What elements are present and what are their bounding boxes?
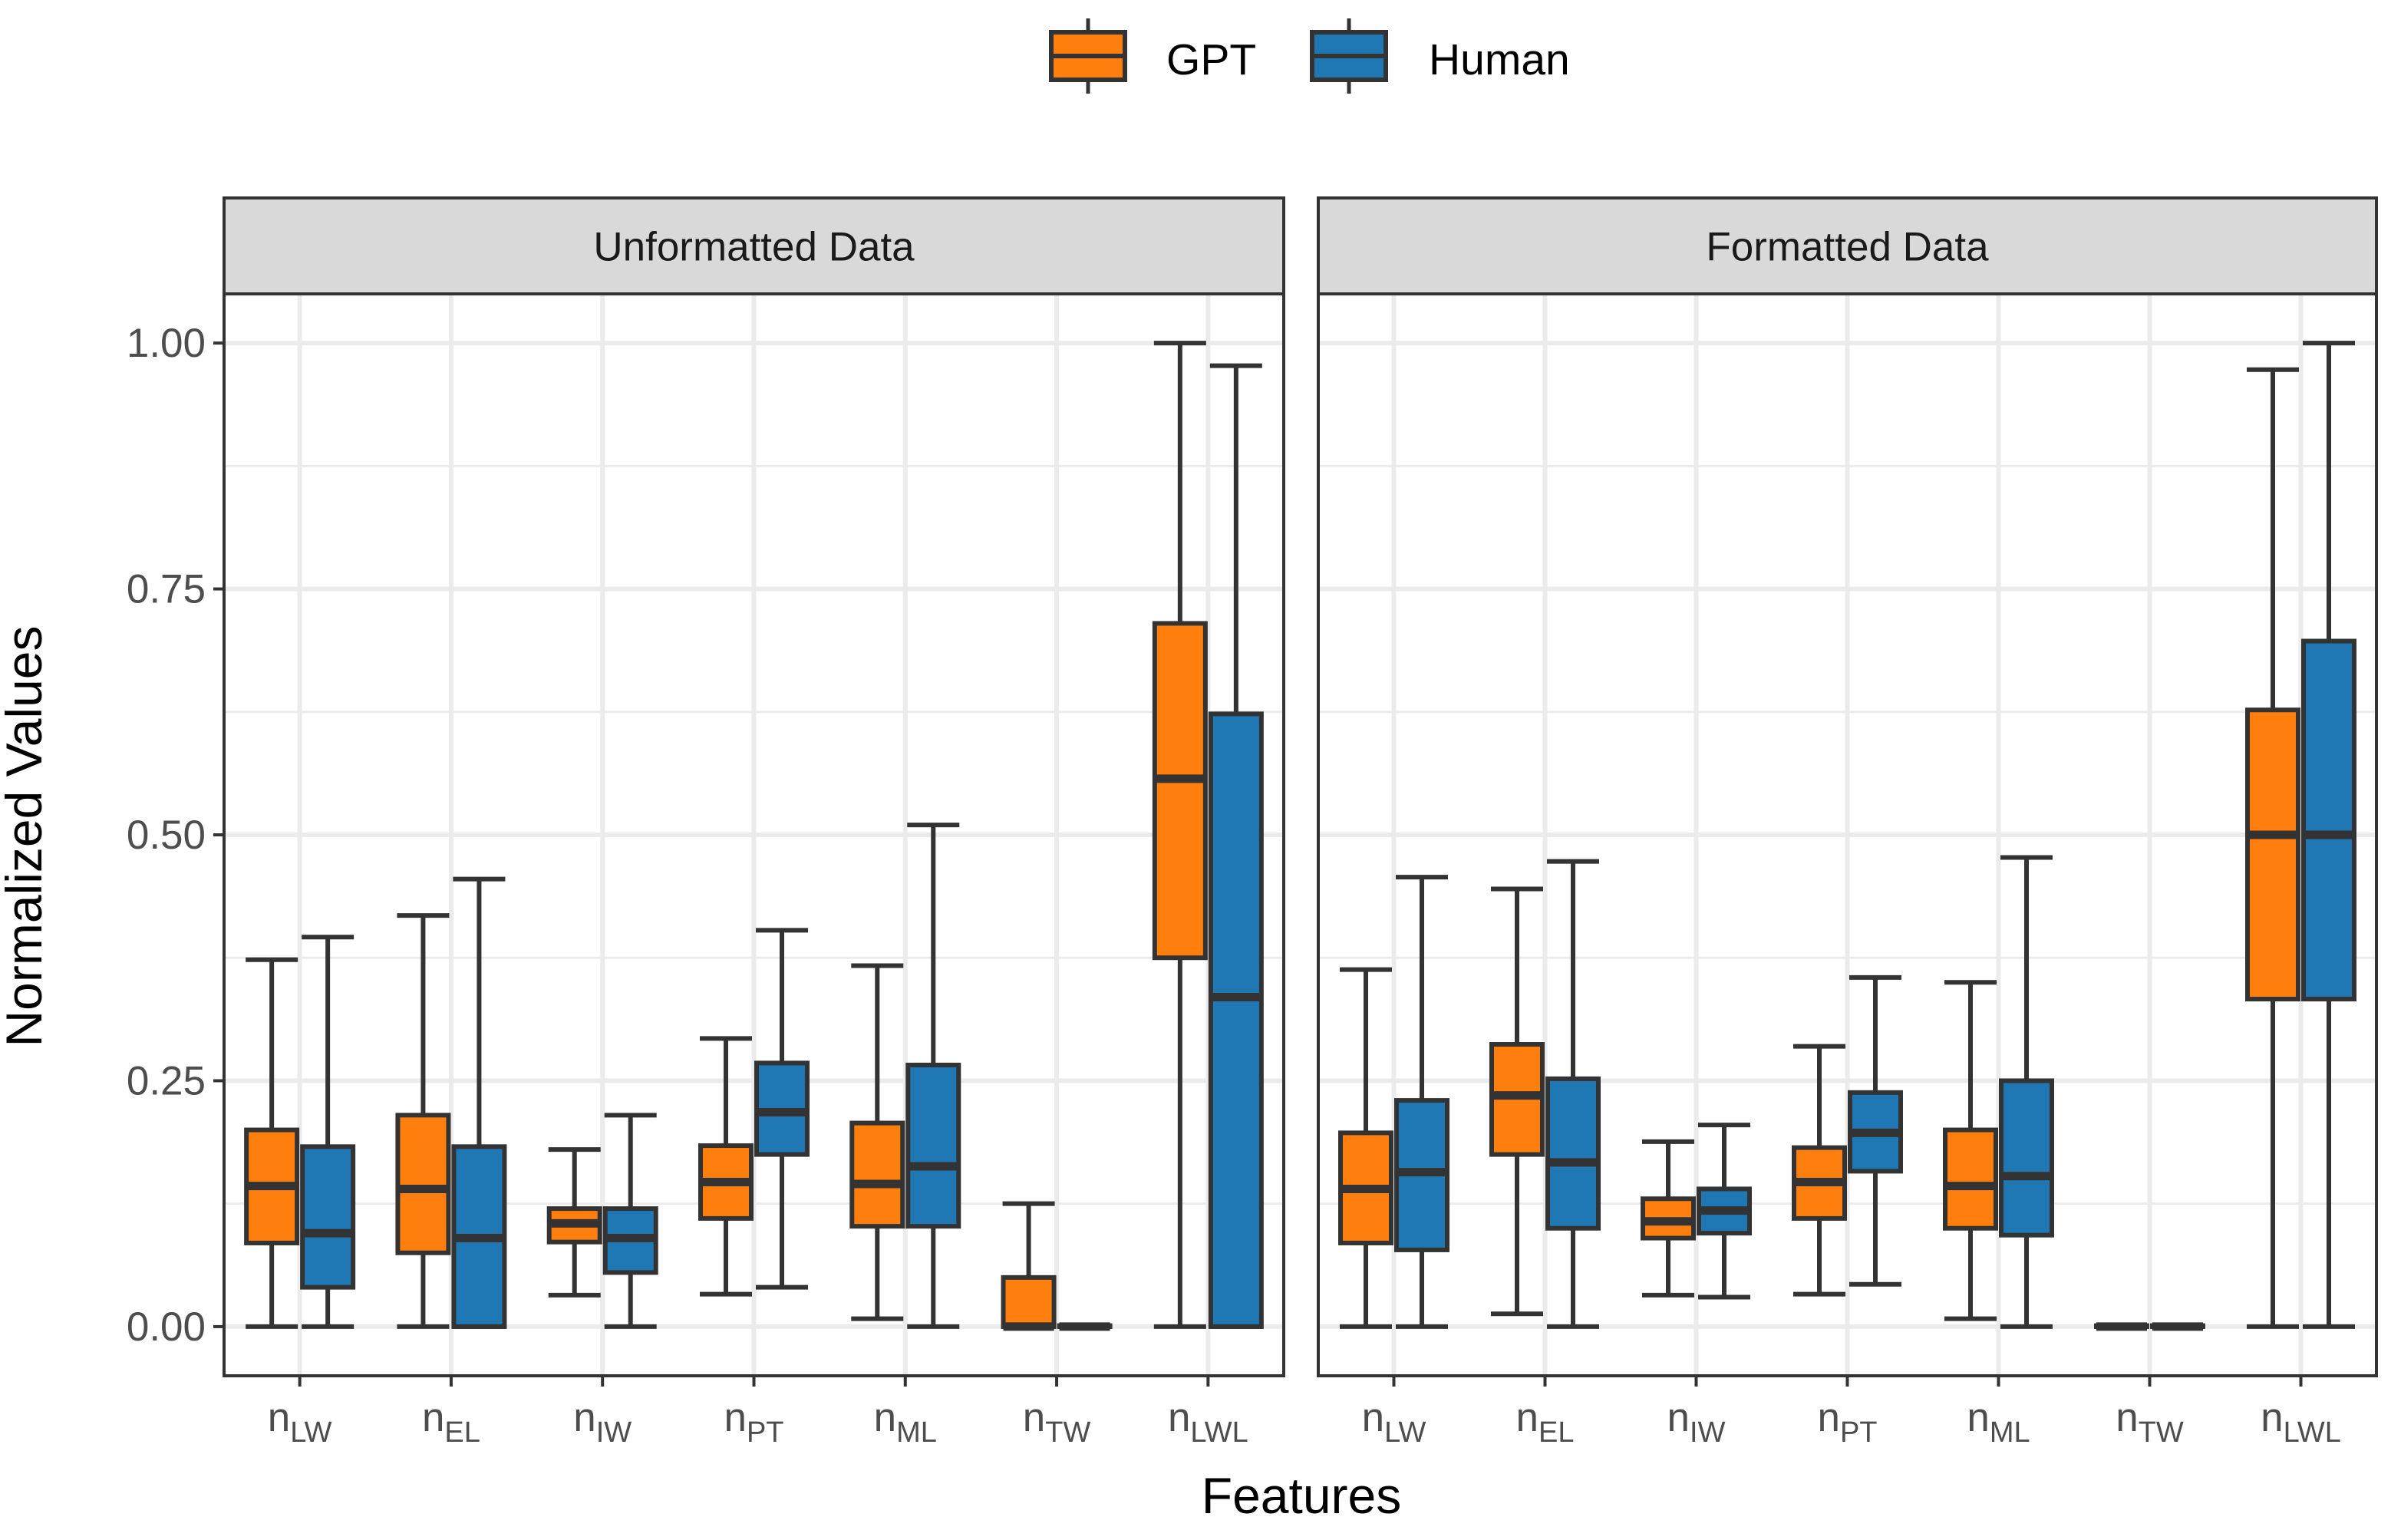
box-body	[395, 1113, 451, 1255]
box-gpt-lwl	[2245, 367, 2300, 1329]
box-body	[2301, 638, 2356, 1002]
box-human-tw	[2150, 1322, 2205, 1331]
box-gpt-pt	[1792, 1044, 1847, 1297]
y-tick-label: 0.50	[127, 813, 206, 858]
box-gpt-iw	[1641, 1139, 1696, 1298]
x-tick-label: nTW	[2116, 1395, 2184, 1449]
x-tick-label: nML	[874, 1395, 937, 1449]
y-axis-label: Normalized Values	[0, 625, 52, 1047]
x-tick-label: nIW	[573, 1395, 632, 1449]
box-body	[1545, 1076, 1601, 1231]
box-human-ml	[1999, 855, 2054, 1329]
panel-strip-title: Unformatted Data	[593, 225, 915, 270]
box-gpt-lw	[244, 957, 300, 1329]
box-gpt-pt	[698, 1036, 754, 1297]
box-human-el	[1545, 859, 1601, 1329]
x-tick-label: nEL	[1516, 1395, 1575, 1449]
box-gpt-tw	[2094, 1322, 2149, 1331]
panel-formatted: Formatted Data nLW nEL nIW nPT nML nTW nLWL	[1317, 196, 2378, 1449]
x-tick-label: nPT	[724, 1395, 783, 1449]
panel-strip	[1317, 196, 2378, 295]
box-human-iw	[602, 1113, 658, 1329]
box-gpt-el	[395, 913, 451, 1329]
box-human-ml	[905, 823, 961, 1329]
x-tick-label: nEL	[422, 1395, 480, 1449]
x-tick-label: nTW	[1023, 1395, 1091, 1449]
box-human-pt	[754, 928, 810, 1290]
panel-strip	[223, 196, 1285, 295]
x-axis-label: Features	[1202, 1467, 1401, 1524]
box-gpt-lw	[1338, 967, 1393, 1329]
y-tick-label: 0.00	[127, 1304, 206, 1350]
legend-item-gpt: GPT	[1049, 18, 1256, 94]
x-tick-label: nLWL	[1168, 1395, 1248, 1449]
box-body	[1943, 1127, 1998, 1231]
legend-item-human: Human	[1310, 18, 1570, 94]
box-gpt-ml	[849, 963, 905, 1321]
legend-label: Human	[1429, 35, 1570, 84]
box-human-pt	[1848, 974, 1903, 1287]
panel-unformatted: Unformatted Data nLW nEL nIW nPT nML nTW nLWL	[223, 196, 1285, 1449]
box-body	[2245, 707, 2300, 1002]
box-body	[1999, 1078, 2054, 1238]
panel-strip-title: Formatted Data	[1706, 225, 1989, 270]
box-gpt-lwl	[1152, 341, 1208, 1329]
y-tick-label: 0.25	[127, 1058, 206, 1103]
box-body	[300, 1144, 356, 1290]
box-gpt-tw	[1001, 1201, 1057, 1331]
y-tick-label: 1.00	[127, 321, 206, 366]
box-human-lw	[300, 935, 356, 1329]
box-gpt-iw	[546, 1147, 602, 1298]
box-body	[905, 1062, 961, 1229]
box-human-lwl	[1208, 363, 1264, 1329]
box-human-lw	[1394, 875, 1449, 1329]
x-tick-label: nPT	[1817, 1395, 1877, 1449]
x-tick-label: nIW	[1667, 1395, 1726, 1449]
box-human-lwl	[2301, 341, 2356, 1329]
box-human-el	[451, 876, 507, 1329]
box-body	[1001, 1275, 1057, 1329]
box-body	[1152, 621, 1208, 961]
box-human-tw	[1057, 1322, 1113, 1331]
x-tick-label: nLW	[1362, 1395, 1426, 1449]
x-tick-label: nLW	[268, 1395, 332, 1449]
box-gpt-el	[1489, 886, 1545, 1317]
box-body	[1208, 711, 1264, 1329]
box-body	[849, 1120, 905, 1229]
x-tick-label: nLWL	[2261, 1395, 2341, 1449]
box-human-iw	[1697, 1123, 1752, 1300]
legend-label: GPT	[1166, 35, 1256, 84]
y-tick-label: 0.75	[127, 567, 206, 612]
box-gpt-ml	[1943, 980, 1998, 1321]
x-tick-label: nML	[1967, 1395, 2030, 1449]
